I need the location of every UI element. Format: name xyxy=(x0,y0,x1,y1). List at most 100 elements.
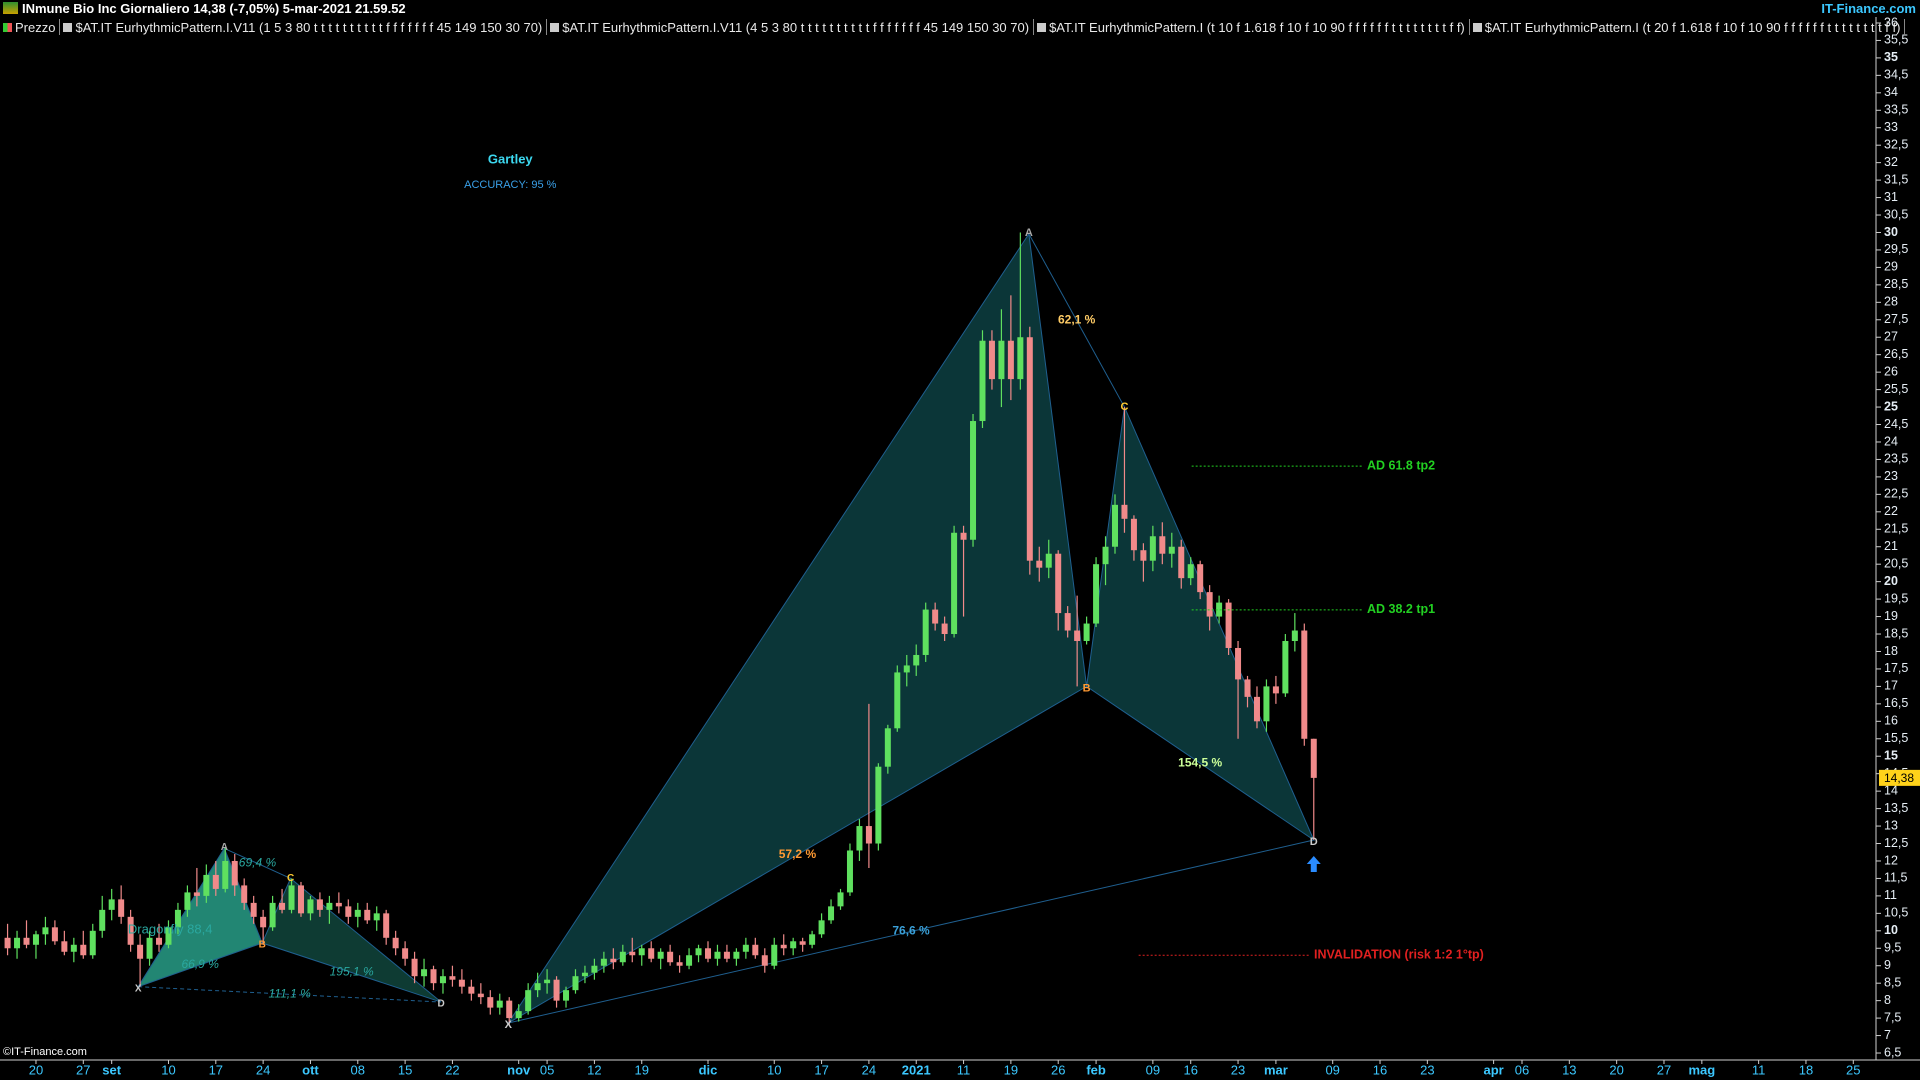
candle-body xyxy=(780,944,787,949)
pattern-point-label: C xyxy=(1120,401,1128,413)
candle-body xyxy=(1017,337,1024,380)
candle-body xyxy=(99,909,106,931)
candle-body xyxy=(1055,553,1062,614)
candle-body xyxy=(383,913,390,938)
x-tick-label: ott xyxy=(302,1062,319,1077)
candle-body xyxy=(496,1000,503,1008)
y-tick-label: 30,5 xyxy=(1884,207,1908,221)
candle-body xyxy=(1225,602,1232,648)
candle-body xyxy=(695,948,702,956)
candle-body xyxy=(922,609,929,655)
candle-body xyxy=(1291,630,1298,642)
candle-body xyxy=(894,672,901,729)
candle-body xyxy=(326,902,333,910)
x-tick-label: 27 xyxy=(76,1062,90,1077)
y-tick-label: 26,5 xyxy=(1884,347,1908,361)
candle-body xyxy=(269,902,276,928)
y-tick-label: 34,5 xyxy=(1884,68,1908,82)
candle-body xyxy=(70,944,77,952)
candle-body xyxy=(515,1011,522,1019)
candle-body xyxy=(127,916,134,945)
x-tick-label: 23 xyxy=(1231,1062,1245,1077)
candle-body xyxy=(676,962,683,966)
x-tick-label: 17 xyxy=(814,1062,828,1077)
pattern-point-label: A xyxy=(1025,227,1033,239)
candle-body xyxy=(165,927,172,945)
indicator-item: $AT.IT EurhythmicPattern.I (t 10 f 1.618… xyxy=(1034,19,1470,35)
candle-body xyxy=(525,990,532,1012)
candle-body xyxy=(837,892,844,907)
y-tick-label: 27,5 xyxy=(1884,312,1908,326)
candle-body xyxy=(458,979,465,987)
indicator-label: $AT.IT EurhythmicPattern.I.V11 (1 5 3 80… xyxy=(75,19,543,35)
y-tick-label: 29,5 xyxy=(1884,242,1908,256)
indicator-list: Prezzo $AT.IT EurhythmicPattern.I.V11 (1 … xyxy=(0,19,1906,35)
candle-body xyxy=(1282,641,1289,694)
candle-body xyxy=(1026,337,1033,561)
indicator-label: $AT.IT EurhythmicPattern.I (t 10 f 1.618… xyxy=(1049,19,1465,35)
candle-body xyxy=(108,899,115,910)
y-tick-label: 18 xyxy=(1884,644,1898,658)
y-tick-label: 7,5 xyxy=(1884,1010,1901,1024)
candle-body xyxy=(932,609,939,624)
y-tick-label: 25,5 xyxy=(1884,382,1908,396)
indicator-swatch xyxy=(63,22,73,32)
y-tick-label: 15,5 xyxy=(1884,731,1908,745)
y-tick-label: 28,5 xyxy=(1884,277,1908,291)
pattern-point-label: B xyxy=(1083,682,1091,694)
candle-body xyxy=(1159,536,1166,554)
candle-body xyxy=(449,976,456,980)
y-tick-label: 16 xyxy=(1884,714,1898,728)
x-tick-label: 09 xyxy=(1146,1062,1160,1077)
candle-body xyxy=(771,944,778,966)
pattern-xd xyxy=(508,839,1314,1024)
target-level-label: INVALIDATION (risk 1:2 1°tp) xyxy=(1314,948,1484,962)
pattern-ac xyxy=(1028,233,1125,408)
x-tick-label: 16 xyxy=(1373,1062,1387,1077)
x-tick-label: 23 xyxy=(1420,1062,1434,1077)
candle-body xyxy=(89,930,96,956)
y-tick-label: 12 xyxy=(1884,853,1898,867)
candle-body xyxy=(875,766,882,844)
candle-body xyxy=(553,979,560,1001)
candle-body xyxy=(799,941,806,945)
candle-body xyxy=(297,885,304,914)
indicator-swatch xyxy=(1037,22,1047,32)
candle-body xyxy=(884,728,891,767)
candle-body xyxy=(1235,647,1242,680)
candle-body xyxy=(137,944,144,959)
y-tick-label: 8,5 xyxy=(1884,975,1901,989)
y-tick-label: 7 xyxy=(1884,1028,1891,1042)
y-tick-label: 24,5 xyxy=(1884,417,1908,431)
y-tick-label: 13 xyxy=(1884,818,1898,832)
candle-body xyxy=(42,927,49,935)
target-level-label: AD 61.8 tp2 xyxy=(1367,458,1435,472)
pattern-ratio: 154,5 % xyxy=(1178,755,1222,769)
candle-body xyxy=(572,976,579,991)
y-tick-label: 35,5 xyxy=(1884,33,1908,47)
pattern-bcd xyxy=(1086,405,1315,842)
candle-body xyxy=(846,850,853,893)
candle-body xyxy=(231,860,238,886)
y-tick-label: 8 xyxy=(1884,993,1891,1007)
x-tick-label: 20 xyxy=(29,1062,43,1077)
candle-body xyxy=(61,941,68,952)
candle-body xyxy=(1045,553,1052,568)
x-tick-label: apr xyxy=(1483,1062,1503,1077)
x-tick-label: 25 xyxy=(1846,1062,1860,1077)
x-tick-label: set xyxy=(102,1062,121,1077)
y-tick-label: 6,5 xyxy=(1884,1045,1901,1059)
candle-body xyxy=(439,976,446,984)
pattern-point-label: X xyxy=(135,983,142,994)
indicator-label: Prezzo xyxy=(15,19,56,35)
candle-body xyxy=(1216,602,1223,617)
candle-body xyxy=(1206,592,1213,617)
y-tick-label: 20 xyxy=(1884,574,1898,588)
candle-body xyxy=(723,951,730,959)
x-tick-label: mag xyxy=(1688,1062,1715,1077)
y-tick-label: 15 xyxy=(1884,749,1898,763)
signal-arrow xyxy=(1306,856,1321,873)
x-tick-label: 10 xyxy=(161,1062,175,1077)
pattern-name: Gartley xyxy=(488,151,534,166)
candle-body xyxy=(260,916,267,928)
